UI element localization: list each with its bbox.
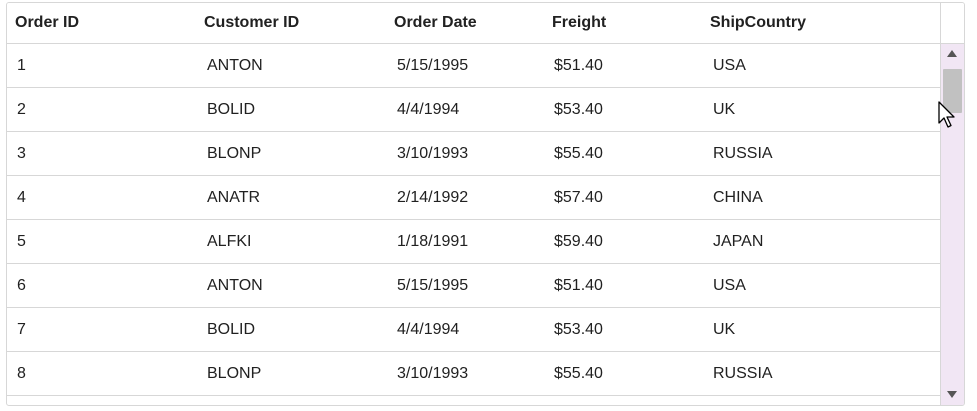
cell-order-date[interactable]: 4/4/1994 (397, 101, 460, 118)
cell-customer-id[interactable]: ANTON (207, 57, 263, 74)
column-header-order-id[interactable]: Order ID (15, 14, 80, 31)
cell-freight[interactable]: $57.40 (554, 189, 603, 206)
cell-freight[interactable]: $59.40 (554, 233, 603, 250)
cell-ship-country[interactable]: USA (713, 277, 746, 294)
table-row[interactable]: 2 BOLID 4/4/1994 $53.40 UK (7, 88, 940, 132)
table-row[interactable]: 6 ANTON 5/15/1995 $51.40 USA (7, 264, 940, 308)
cell-ship-country[interactable]: UK (713, 101, 736, 118)
cell-customer-id[interactable]: ANTON (207, 277, 263, 294)
cell-order-date[interactable]: 3/10/1993 (397, 365, 469, 382)
cell-customer-id[interactable]: ALFKI (207, 233, 252, 250)
table-row[interactable]: 7 BOLID 4/4/1994 $53.40 UK (7, 308, 940, 352)
mouse-pointer-icon (938, 101, 955, 128)
cell-ship-country[interactable]: UK (713, 321, 736, 338)
table-row[interactable]: 3 BLONP 3/10/1993 $55.40 RUSSIA (7, 132, 940, 176)
cell-order-date[interactable]: 4/4/1994 (397, 321, 460, 338)
cell-ship-country[interactable]: USA (713, 57, 746, 74)
cell-customer-id[interactable]: BOLID (207, 101, 256, 118)
header-scrollbar-corner (940, 3, 964, 44)
grid-body: 1 ANTON 5/15/1995 $51.40 USA 2 BOLID 4/4… (7, 44, 940, 405)
cell-ship-country[interactable]: JAPAN (713, 233, 764, 250)
cell-freight[interactable]: $51.40 (554, 57, 603, 74)
cell-order-id[interactable]: 3 (17, 145, 26, 162)
cell-freight[interactable]: $53.40 (554, 321, 603, 338)
cell-ship-country[interactable]: RUSSIA (713, 145, 773, 162)
cell-customer-id[interactable]: ANATR (207, 189, 261, 206)
grid-header: Order ID Customer ID Order Date Freight … (7, 3, 941, 44)
cell-order-id[interactable]: 8 (17, 365, 26, 382)
cell-order-date[interactable]: 3/10/1993 (397, 145, 469, 162)
table-row[interactable]: 4 ANATR 2/14/1992 $57.40 CHINA (7, 176, 940, 220)
cell-order-id[interactable]: 6 (17, 277, 26, 294)
cell-freight[interactable]: $51.40 (554, 277, 603, 294)
cell-order-date[interactable]: 1/18/1991 (397, 233, 469, 250)
cell-order-date[interactable]: 2/14/1992 (397, 189, 469, 206)
scroll-up-arrow-icon[interactable] (947, 50, 957, 57)
cell-order-date[interactable]: 5/15/1995 (397, 277, 469, 294)
column-header-order-date[interactable]: Order Date (394, 14, 477, 31)
cell-freight[interactable]: $55.40 (554, 365, 603, 382)
cell-ship-country[interactable]: RUSSIA (713, 365, 773, 382)
vertical-scrollbar[interactable] (940, 44, 964, 405)
cell-ship-country[interactable]: CHINA (713, 189, 763, 206)
column-header-customer-id[interactable]: Customer ID (204, 14, 300, 31)
column-header-ship-country[interactable]: ShipCountry (710, 14, 806, 31)
cell-order-id[interactable]: 2 (17, 101, 26, 118)
scroll-down-arrow-icon[interactable] (947, 391, 957, 398)
table-row[interactable]: 1 ANTON 5/15/1995 $51.40 USA (7, 44, 940, 88)
cell-order-date[interactable]: 5/15/1995 (397, 57, 469, 74)
table-row[interactable]: 5 ALFKI 1/18/1991 $59.40 JAPAN (7, 220, 940, 264)
data-grid: Order ID Customer ID Order Date Freight … (6, 2, 965, 406)
cell-freight[interactable]: $55.40 (554, 145, 603, 162)
cell-freight[interactable]: $53.40 (554, 101, 603, 118)
cell-customer-id[interactable]: BLONP (207, 145, 262, 162)
cell-order-id[interactable]: 4 (17, 189, 26, 206)
cell-order-id[interactable]: 1 (17, 57, 26, 74)
table-row[interactable]: 8 BLONP 3/10/1993 $55.40 RUSSIA (7, 352, 940, 396)
cell-customer-id[interactable]: BLONP (207, 365, 262, 382)
cell-order-id[interactable]: 5 (17, 233, 26, 250)
scrollbar-thumb[interactable] (943, 69, 962, 113)
cell-customer-id[interactable]: BOLID (207, 321, 256, 338)
cell-order-id[interactable]: 7 (17, 321, 26, 338)
column-header-freight[interactable]: Freight (552, 14, 607, 31)
